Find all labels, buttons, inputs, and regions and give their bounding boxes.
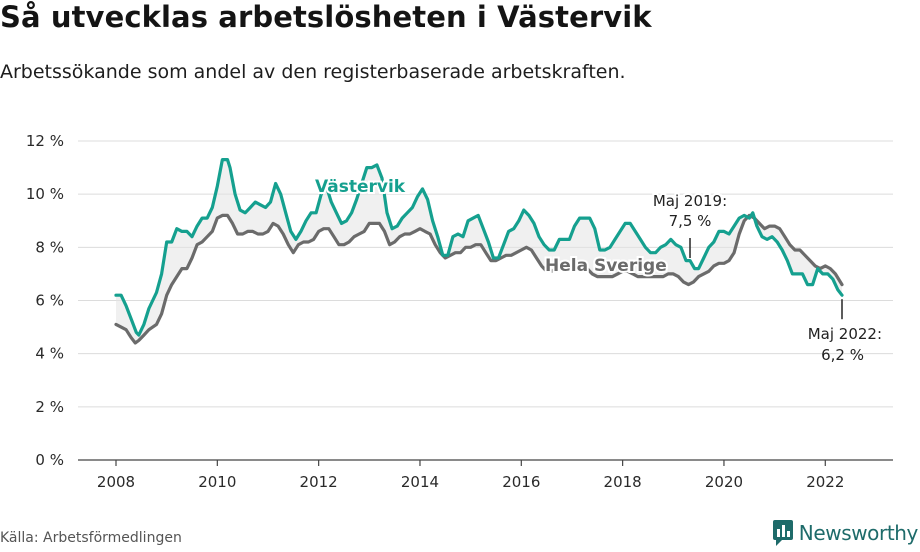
chart-subtitle: Arbetssökande som andel av den registerb… bbox=[0, 61, 626, 83]
y-tick-label: 12 % bbox=[26, 132, 64, 150]
x-tick-label: 2012 bbox=[300, 473, 338, 491]
annotation-title: Maj 2019: bbox=[653, 192, 727, 210]
x-tick-label: 2014 bbox=[401, 473, 439, 491]
annotations: Maj 2019: 7,5 % Maj 2022: 6,2 % bbox=[651, 190, 882, 364]
y-tick-label: 10 % bbox=[26, 185, 64, 203]
newsworthy-logo-icon bbox=[772, 520, 793, 546]
y-tick-label: 0 % bbox=[35, 451, 64, 469]
annotation-title: Maj 2022: bbox=[808, 325, 882, 343]
x-tick-label: 2010 bbox=[198, 473, 236, 491]
series-line-vastervik bbox=[114, 158, 844, 337]
x-tick-label: 2008 bbox=[97, 473, 135, 491]
chart-title: Så utvecklas arbetslösheten i Västervik bbox=[0, 0, 652, 34]
x-tick-label: 2022 bbox=[806, 473, 844, 491]
y-tick-label: 2 % bbox=[35, 398, 64, 416]
x-tick-label: 2020 bbox=[705, 473, 743, 491]
brand-logo[interactable]: Newsworthy bbox=[772, 519, 918, 547]
annotation-value: 7,5 % bbox=[669, 212, 712, 230]
y-tick-label: 4 % bbox=[35, 345, 64, 363]
axes: 0 % 2 % 4 % 6 % 8 % 10 % 12 % 2008 2010 2012 2014 2… bbox=[26, 132, 844, 491]
series-label-vastervik: Västervik bbox=[315, 177, 406, 197]
source-note: Källa: Arbetsförmedlingen bbox=[0, 530, 182, 546]
x-tick-label: 2016 bbox=[502, 473, 540, 491]
series-label-hela-sverige: Hela Sverige bbox=[545, 256, 667, 276]
series-labels: Västervik Hela Sverige bbox=[313, 175, 669, 278]
grid-lines bbox=[78, 140, 893, 461]
brand-name: Newsworthy bbox=[798, 521, 919, 545]
y-tick-label: 6 % bbox=[35, 292, 64, 310]
series-line-hela-sverige bbox=[114, 213, 844, 345]
annotation-value: 6,2 % bbox=[821, 346, 864, 364]
y-tick-label: 8 % bbox=[35, 238, 64, 256]
x-tick-label: 2018 bbox=[604, 473, 642, 491]
series-lines bbox=[114, 158, 844, 345]
